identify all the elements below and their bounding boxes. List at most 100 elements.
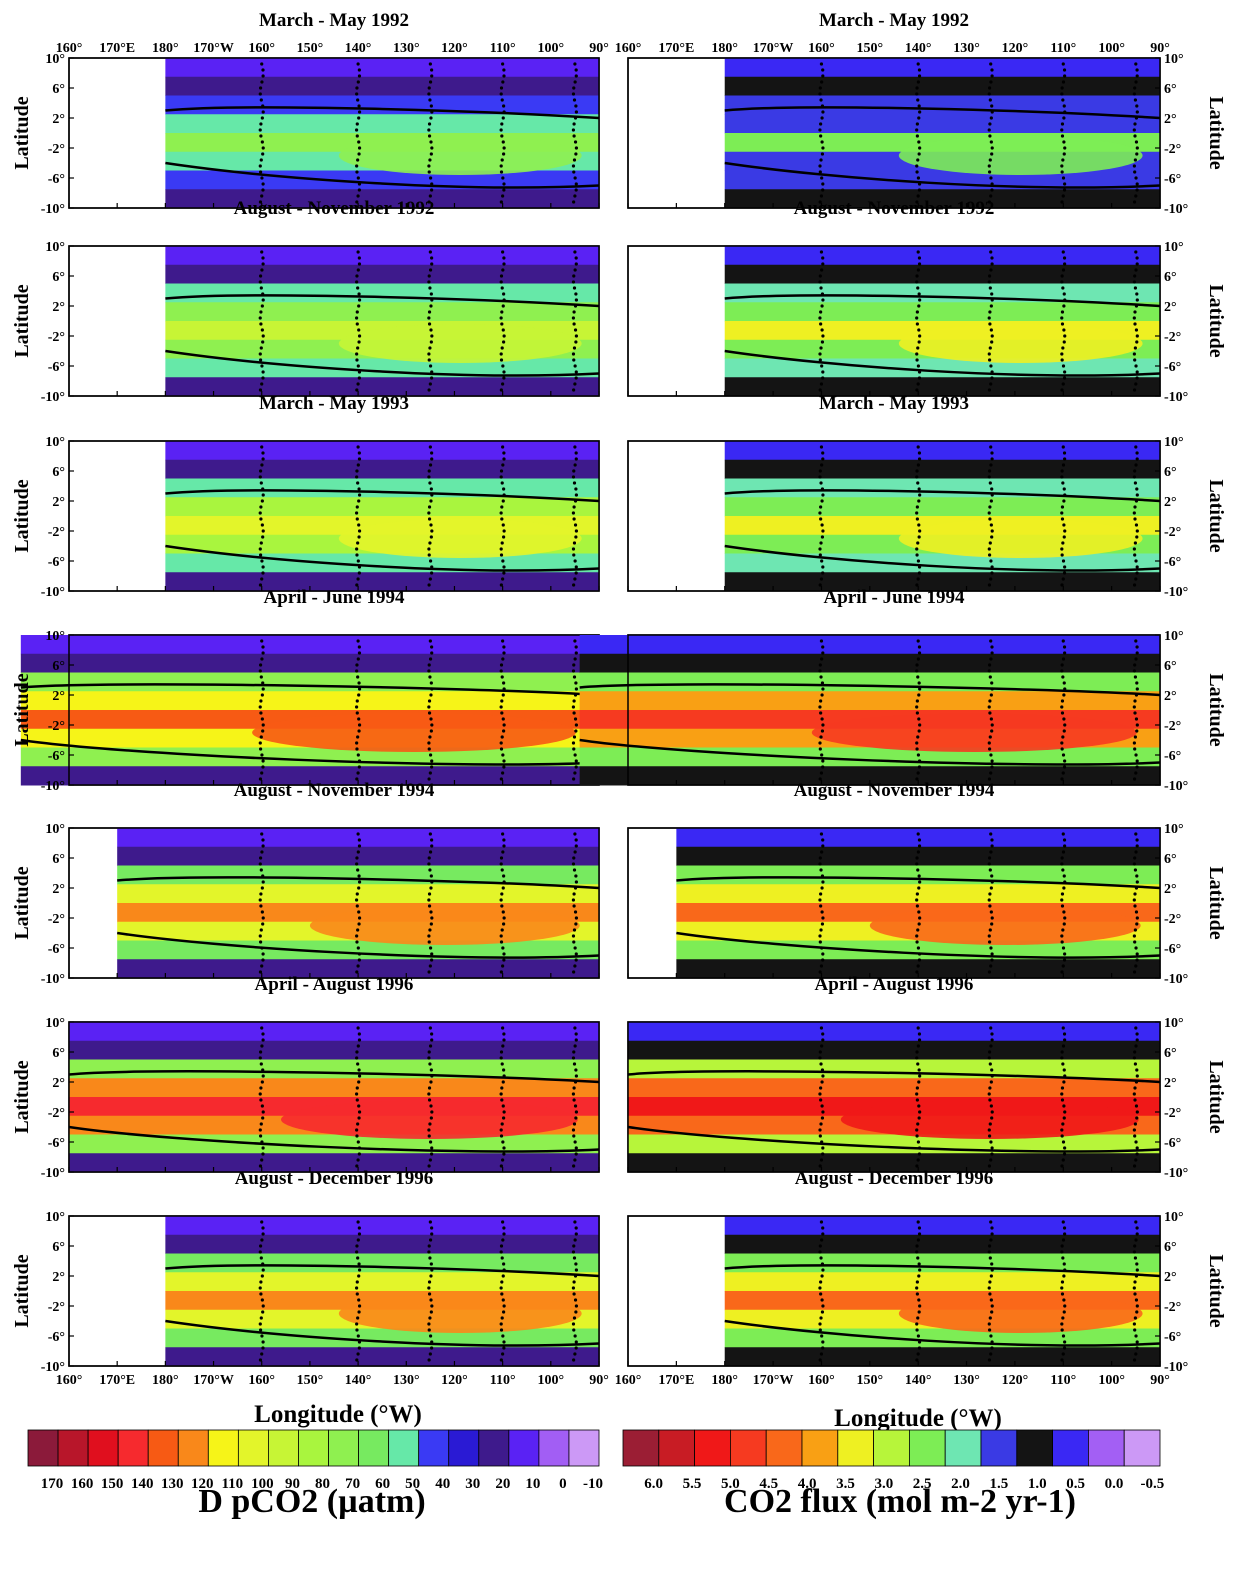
colorbar-swatch: [508, 1429, 540, 1467]
track-dot: [1060, 358, 1064, 362]
track-dot: [355, 352, 359, 356]
track-dot: [1133, 747, 1137, 751]
panel-title: April - August 1996: [255, 974, 414, 995]
track-dot: [356, 964, 360, 968]
track-dot: [572, 940, 576, 944]
track-dot: [357, 256, 361, 260]
track-dot: [818, 940, 822, 944]
track-dot: [357, 958, 361, 962]
track-dot: [1133, 699, 1137, 703]
track-dot: [357, 1116, 361, 1120]
track-dot: [989, 1220, 993, 1224]
track-dot: [574, 1152, 578, 1156]
track-dot: [1062, 681, 1066, 685]
track-dot: [916, 250, 920, 254]
track-dot: [260, 886, 264, 890]
track-dot: [818, 358, 822, 362]
track-dot: [1132, 898, 1136, 902]
track-dot: [499, 970, 503, 974]
track-dot: [499, 128, 503, 132]
y-tick-label: -2°: [48, 1300, 65, 1315]
track-dot: [499, 705, 503, 709]
track-dot: [501, 832, 505, 836]
track-dot: [1134, 910, 1139, 914]
field-band: [165, 246, 599, 266]
track-dot: [573, 499, 578, 503]
track-dot: [1061, 158, 1065, 162]
track-dot: [427, 747, 431, 751]
track-dot: [1134, 116, 1139, 120]
track-dot: [916, 62, 920, 66]
track-dot: [915, 856, 919, 860]
track-dot: [430, 952, 434, 956]
track-dot: [1060, 663, 1064, 667]
track-dot: [501, 328, 505, 332]
track-dot: [990, 1110, 994, 1114]
y-axis-label: Latitude: [11, 479, 33, 552]
track-dot: [1060, 1086, 1065, 1090]
track-dot: [818, 1134, 822, 1138]
track-dot: [501, 1274, 505, 1278]
track-dot: [1135, 256, 1139, 260]
track-dot: [988, 1256, 992, 1260]
track-dot: [989, 364, 993, 368]
track-dot: [988, 735, 992, 739]
track-dot: [1135, 1226, 1139, 1230]
track-dot: [501, 1104, 505, 1108]
y-axis-label: Latitude: [11, 1254, 33, 1327]
y-tick-label: -2°: [48, 1106, 65, 1121]
track-dot: [820, 328, 824, 332]
track-dot: [915, 170, 919, 174]
track-dot: [500, 892, 504, 896]
track-dot: [818, 547, 822, 551]
y-tick-label: 2°: [52, 1076, 65, 1091]
track-dot: [427, 475, 431, 479]
track-dot: [1060, 1092, 1064, 1096]
track-dot: [988, 747, 992, 751]
track-dot: [915, 1056, 919, 1060]
track-dot: [574, 565, 578, 569]
track-dot: [500, 1062, 504, 1066]
track-dot: [429, 717, 433, 721]
track-dot: [1062, 645, 1067, 649]
field-band: [165, 189, 599, 209]
track-dot: [428, 286, 432, 290]
x-tick-label: 120°: [441, 41, 468, 56]
field-maximum: [281, 1100, 578, 1139]
track-dot: [820, 1262, 825, 1266]
track-dot: [818, 1128, 822, 1132]
panel-3: March - May 199310°6°2°-2°-6°-10°Latitud…: [11, 393, 600, 600]
colorbar-swatch: [730, 1429, 767, 1467]
track-dot: [820, 886, 824, 890]
track-dot: [990, 152, 994, 156]
track-dot: [572, 505, 576, 509]
y-tick-label: -6°: [48, 1330, 65, 1345]
track-dot: [430, 262, 434, 266]
y-tick-label: -6°: [1164, 749, 1181, 764]
field-maximum: [811, 713, 1137, 752]
track-dot: [500, 481, 504, 485]
track-dot: [819, 445, 824, 449]
track-dot: [915, 583, 919, 587]
track-dot: [357, 140, 361, 144]
track-dot: [572, 1316, 577, 1320]
field-band: [724, 189, 1160, 209]
track-dot: [427, 1128, 431, 1132]
track-dot: [1062, 451, 1067, 455]
track-dot: [1132, 705, 1136, 709]
field-maximum: [869, 906, 1141, 945]
track-dot: [1133, 1050, 1137, 1054]
track-dot: [427, 970, 431, 974]
track-dot: [355, 1322, 359, 1326]
track-dot: [990, 1304, 994, 1308]
track-dot: [819, 1062, 823, 1066]
track-dot: [819, 1292, 823, 1296]
track-dot: [819, 964, 824, 968]
track-dot: [502, 645, 506, 649]
track-dot: [1060, 170, 1064, 174]
track-dot: [260, 268, 264, 272]
contour-line: [627, 1070, 1161, 1084]
track-dot: [915, 86, 919, 90]
track-dot: [990, 922, 994, 926]
panel-border: [627, 57, 1161, 209]
